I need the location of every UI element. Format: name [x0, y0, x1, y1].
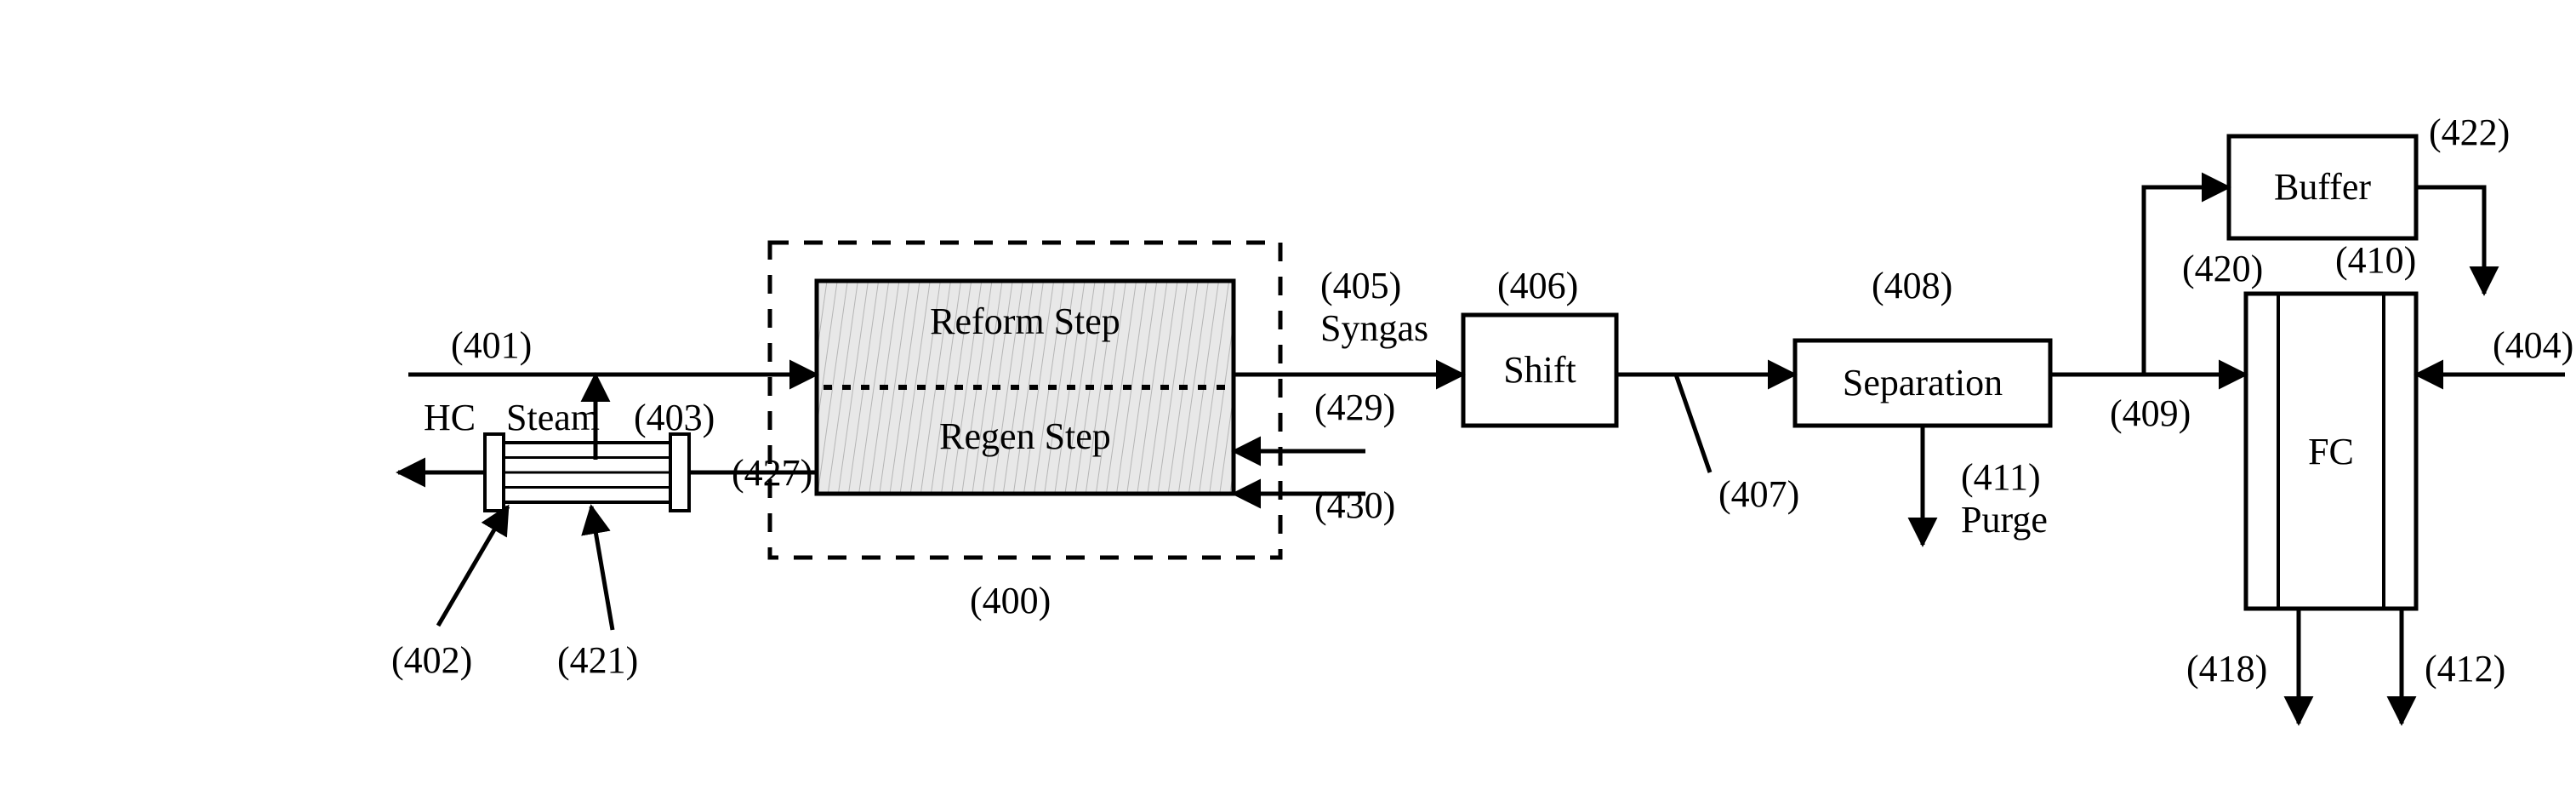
leader-407: [1676, 375, 1710, 472]
fc-label: FC: [2308, 431, 2354, 472]
label-401: (401): [451, 324, 532, 366]
label-412: (412): [2425, 648, 2505, 689]
label-400: (400): [970, 580, 1051, 621]
label-422: (422): [2429, 112, 2510, 153]
label-411: (411): [1961, 456, 2041, 498]
label-410: (410): [2335, 239, 2416, 281]
label-409: (409): [2110, 392, 2191, 434]
label-421: (421): [557, 639, 638, 681]
label-427: (427): [732, 452, 812, 494]
label-steam: Steam: [506, 397, 600, 438]
label-408: (408): [1872, 265, 1952, 306]
label-430: (430): [1314, 484, 1395, 526]
reactor-regen-label: Regen Step: [939, 415, 1111, 457]
separation-label: Separation: [1843, 362, 2003, 403]
label-418: (418): [2186, 648, 2267, 689]
label-syngas: Syngas: [1320, 307, 1428, 349]
arrow-buffer-to-fc: [2416, 187, 2484, 294]
leader-402: [438, 506, 508, 626]
label-420: (420): [2182, 248, 2263, 289]
label-hc: HC: [424, 397, 476, 438]
shift-label: Shift: [1503, 349, 1576, 391]
label-405: (405): [1320, 265, 1401, 306]
hx-rib-right: [670, 434, 689, 511]
reactor-reform-label: Reform Step: [930, 300, 1120, 342]
label-429: (429): [1314, 386, 1395, 428]
label-407: (407): [1718, 473, 1799, 515]
label-403: (403): [634, 397, 715, 438]
label-406: (406): [1497, 265, 1578, 306]
label-404: (404): [2493, 324, 2573, 366]
label-purge: Purge: [1961, 499, 2048, 541]
leader-421: [591, 506, 613, 630]
hx-rib-left: [485, 434, 504, 511]
buffer-label: Buffer: [2274, 166, 2371, 208]
label-402: (402): [391, 639, 472, 681]
